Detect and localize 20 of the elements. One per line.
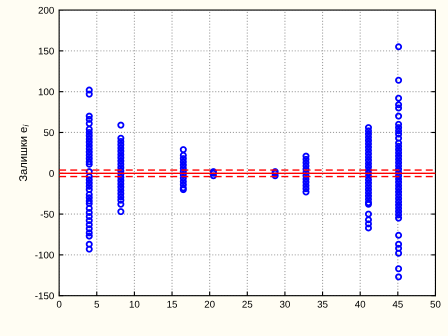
y-tick-label: -150: [35, 292, 54, 300]
y-tick-label: -50: [40, 210, 54, 218]
x-tick-label: 40: [355, 300, 366, 308]
y-axis-title: Залишки e$_{i}$: [19, 124, 29, 182]
y-tick-label: -100: [35, 252, 54, 258]
y-tick-label: 100: [38, 88, 54, 96]
x-tick-label: 45: [392, 300, 403, 308]
x-tick-label: 10: [130, 300, 140, 308]
x-tick-label: 0: [56, 300, 62, 308]
x-tick-label: 15: [167, 300, 178, 308]
x-tick-label: 30: [280, 300, 290, 308]
x-tick-label: 35: [318, 300, 328, 308]
x-tick-label: 50: [430, 300, 440, 308]
x-tick-label: 20: [204, 300, 215, 308]
x-tick-label: 25: [242, 300, 252, 308]
y-tick-label: 50: [44, 129, 54, 136]
y-tick-label: 200: [38, 6, 54, 14]
y-tick-label: 0: [49, 170, 54, 177]
x-tick-label: 5: [94, 300, 100, 308]
y-tick-label: 150: [38, 48, 54, 54]
